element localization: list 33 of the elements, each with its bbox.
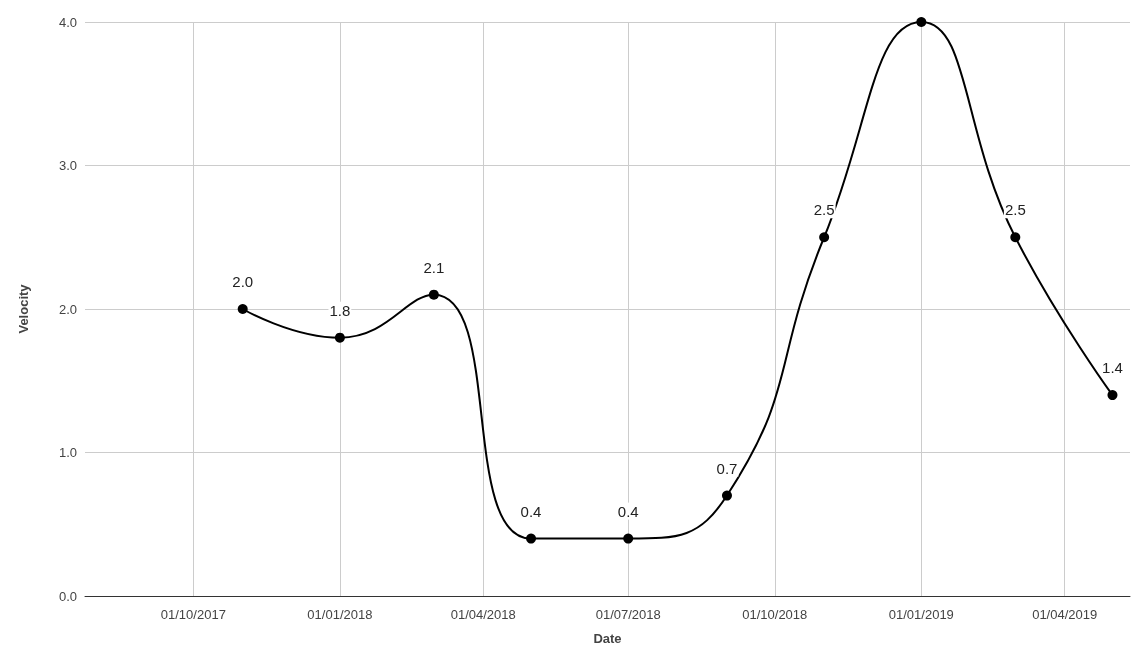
x-axis-title: Date [593, 631, 622, 646]
point [1010, 232, 1021, 243]
data-label: 2.1 [423, 258, 445, 276]
point [428, 289, 439, 300]
point [721, 490, 732, 501]
point [334, 332, 345, 343]
y-tick-label: 2.0 [58, 301, 77, 317]
point [916, 17, 927, 27]
x-tick-label: 01/04/2019 [1032, 607, 1098, 622]
x-tick-label: 01/04/2018 [450, 607, 516, 622]
data-label: 0.4 [520, 502, 542, 520]
point [1107, 390, 1118, 401]
data-label: 2.5 [813, 201, 835, 219]
point [526, 533, 537, 544]
x-tick-label: 01/01/2019 [888, 607, 954, 622]
data-label: 2.5 [1004, 201, 1026, 219]
x-tick-label: 01/07/2018 [595, 607, 661, 622]
data-label: 2.0 [232, 273, 254, 290]
data-label: 0.7 [716, 459, 738, 477]
point [237, 304, 248, 314]
data-label: 0.4 [617, 502, 639, 520]
x-tick-label: 01/10/2017 [160, 607, 226, 622]
y-tick-label: 3.0 [58, 158, 77, 173]
data-label: 1.8 [329, 301, 351, 319]
y-tick-label: 0.0 [58, 588, 77, 604]
data-label: 1.4 [1102, 359, 1123, 377]
point [819, 232, 830, 243]
y-tick-label: 4.0 [58, 14, 77, 30]
point [623, 533, 634, 544]
x-tick-label: 01/10/2018 [742, 607, 808, 622]
y-axis-title: Velocity [16, 283, 31, 334]
y-tick-label: 1.0 [58, 445, 77, 460]
x-tick-label: 01/01/2018 [307, 607, 373, 622]
